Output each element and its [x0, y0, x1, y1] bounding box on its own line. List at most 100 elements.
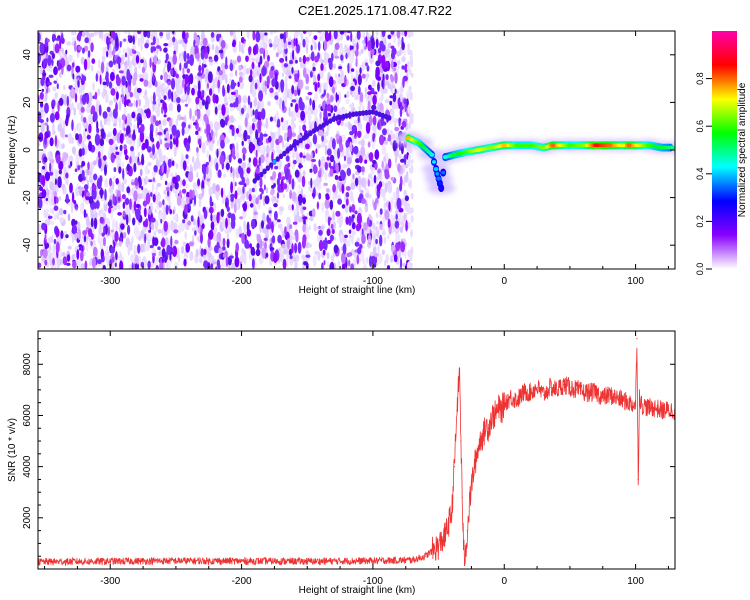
snr-point	[654, 407, 656, 409]
snr-point	[635, 404, 637, 406]
signal-point	[442, 155, 448, 160]
colorbar-tick-label: 0.2	[695, 215, 705, 228]
x-tick-label: -200	[232, 576, 252, 587]
trace-point	[259, 171, 264, 178]
snr-point	[438, 545, 440, 547]
signal-point	[429, 152, 435, 157]
x-tick-label: -300	[100, 576, 120, 587]
snr-point	[453, 466, 455, 468]
snr-point	[556, 389, 558, 391]
trace-point	[298, 137, 303, 144]
snr-point	[575, 389, 578, 391]
snr-panel: -300 -200 -100 0 100 2000 4000 6000 8000 Height…	[7, 330, 676, 596]
trace-point	[357, 110, 362, 117]
snr-point	[472, 476, 474, 478]
snr-point	[569, 386, 571, 388]
y-tick-label: -20	[22, 190, 33, 205]
snr-point	[536, 386, 538, 388]
colorbar-ticks: 0.0 0.2 0.4 0.6 0.8	[695, 72, 712, 275]
trace-point	[380, 112, 385, 119]
signal-point	[475, 148, 481, 152]
spectrogram-x-ticks: -300 -200 -100 0 100	[44, 31, 669, 287]
spectrogram-x-label: Height of straight line (km)	[299, 285, 416, 296]
trace-point	[301, 135, 307, 141]
snr-line	[38, 347, 675, 567]
signal-point	[541, 145, 547, 150]
trace-point	[387, 115, 392, 121]
trace-point	[288, 145, 293, 151]
colorbar-tick-label: 0.8	[695, 72, 705, 85]
trace-point	[268, 162, 274, 168]
x-tick-label: 0	[501, 576, 507, 587]
y-tick-label: 8000	[22, 353, 33, 376]
signal-point	[405, 136, 411, 141]
signal-point	[606, 143, 612, 148]
trace-point	[295, 140, 300, 146]
y-tick-label: -40	[22, 238, 33, 253]
signal-point	[528, 143, 533, 148]
snr-point	[485, 425, 487, 427]
signal-point	[620, 143, 625, 148]
y-tick-label: 20	[22, 96, 33, 108]
colorbar-tick-label: 0.6	[695, 120, 705, 133]
colorbar-gradient	[712, 31, 737, 269]
signal-point	[626, 143, 632, 148]
signal-point	[451, 152, 457, 157]
trace-point	[308, 130, 313, 137]
snr-point	[608, 394, 610, 396]
signal-point	[567, 143, 573, 148]
snr-point	[459, 368, 461, 370]
snr-point	[372, 560, 374, 562]
trace-point	[285, 148, 290, 154]
snr-y-label: SNR (10 * v/v)	[7, 418, 18, 482]
snr-point	[636, 338, 638, 340]
signal-point	[593, 143, 599, 148]
snr-point	[490, 417, 492, 419]
y-tick-label: 2000	[22, 506, 33, 529]
trace-point	[291, 142, 297, 148]
trace-point	[364, 109, 369, 116]
trace-point	[360, 110, 366, 116]
trace-point	[351, 111, 356, 118]
trace-point	[305, 132, 310, 139]
signal-band	[394, 132, 675, 195]
y-tick-label: 40	[22, 49, 33, 61]
snr-point	[444, 535, 446, 537]
snr-point	[474, 460, 476, 463]
signal-point	[514, 143, 520, 148]
snr-plot-area	[38, 338, 675, 567]
snr-point	[543, 394, 545, 396]
y-tick-label: 6000	[22, 404, 33, 427]
colorbar: 0.0 0.2 0.4 0.6 0.8 Normalized spectral ampl…	[695, 31, 748, 275]
trace-point	[311, 128, 316, 134]
signal-point	[501, 143, 507, 148]
spectrogram-y-label: Frequency (Hz)	[7, 116, 18, 185]
snr-point	[493, 414, 495, 417]
snr-point	[411, 559, 413, 561]
trace-point	[377, 111, 382, 118]
x-tick-label: 100	[627, 576, 644, 587]
snr-point	[109, 560, 111, 562]
trace-point	[337, 114, 343, 121]
signal-point	[462, 150, 468, 155]
signal-point	[488, 145, 494, 150]
snr-point	[661, 409, 663, 411]
trace-point	[282, 150, 287, 157]
trace-point	[265, 165, 270, 171]
snr-x-label: Height of straight line (km)	[299, 585, 416, 596]
snr-point	[498, 407, 500, 409]
snr-point	[477, 448, 479, 450]
signal-point	[550, 143, 556, 148]
snr-point	[640, 402, 642, 404]
trace-point	[354, 111, 359, 117]
y-tick-label: 0	[22, 147, 33, 153]
colorbar-tick-label: 0.0	[695, 263, 705, 276]
snr-point	[495, 412, 497, 414]
signal-point	[438, 186, 444, 191]
snr-point	[503, 402, 505, 404]
snr-point	[241, 560, 243, 562]
trace-point	[370, 109, 376, 115]
snr-point	[501, 409, 503, 411]
signal-point	[436, 176, 442, 181]
